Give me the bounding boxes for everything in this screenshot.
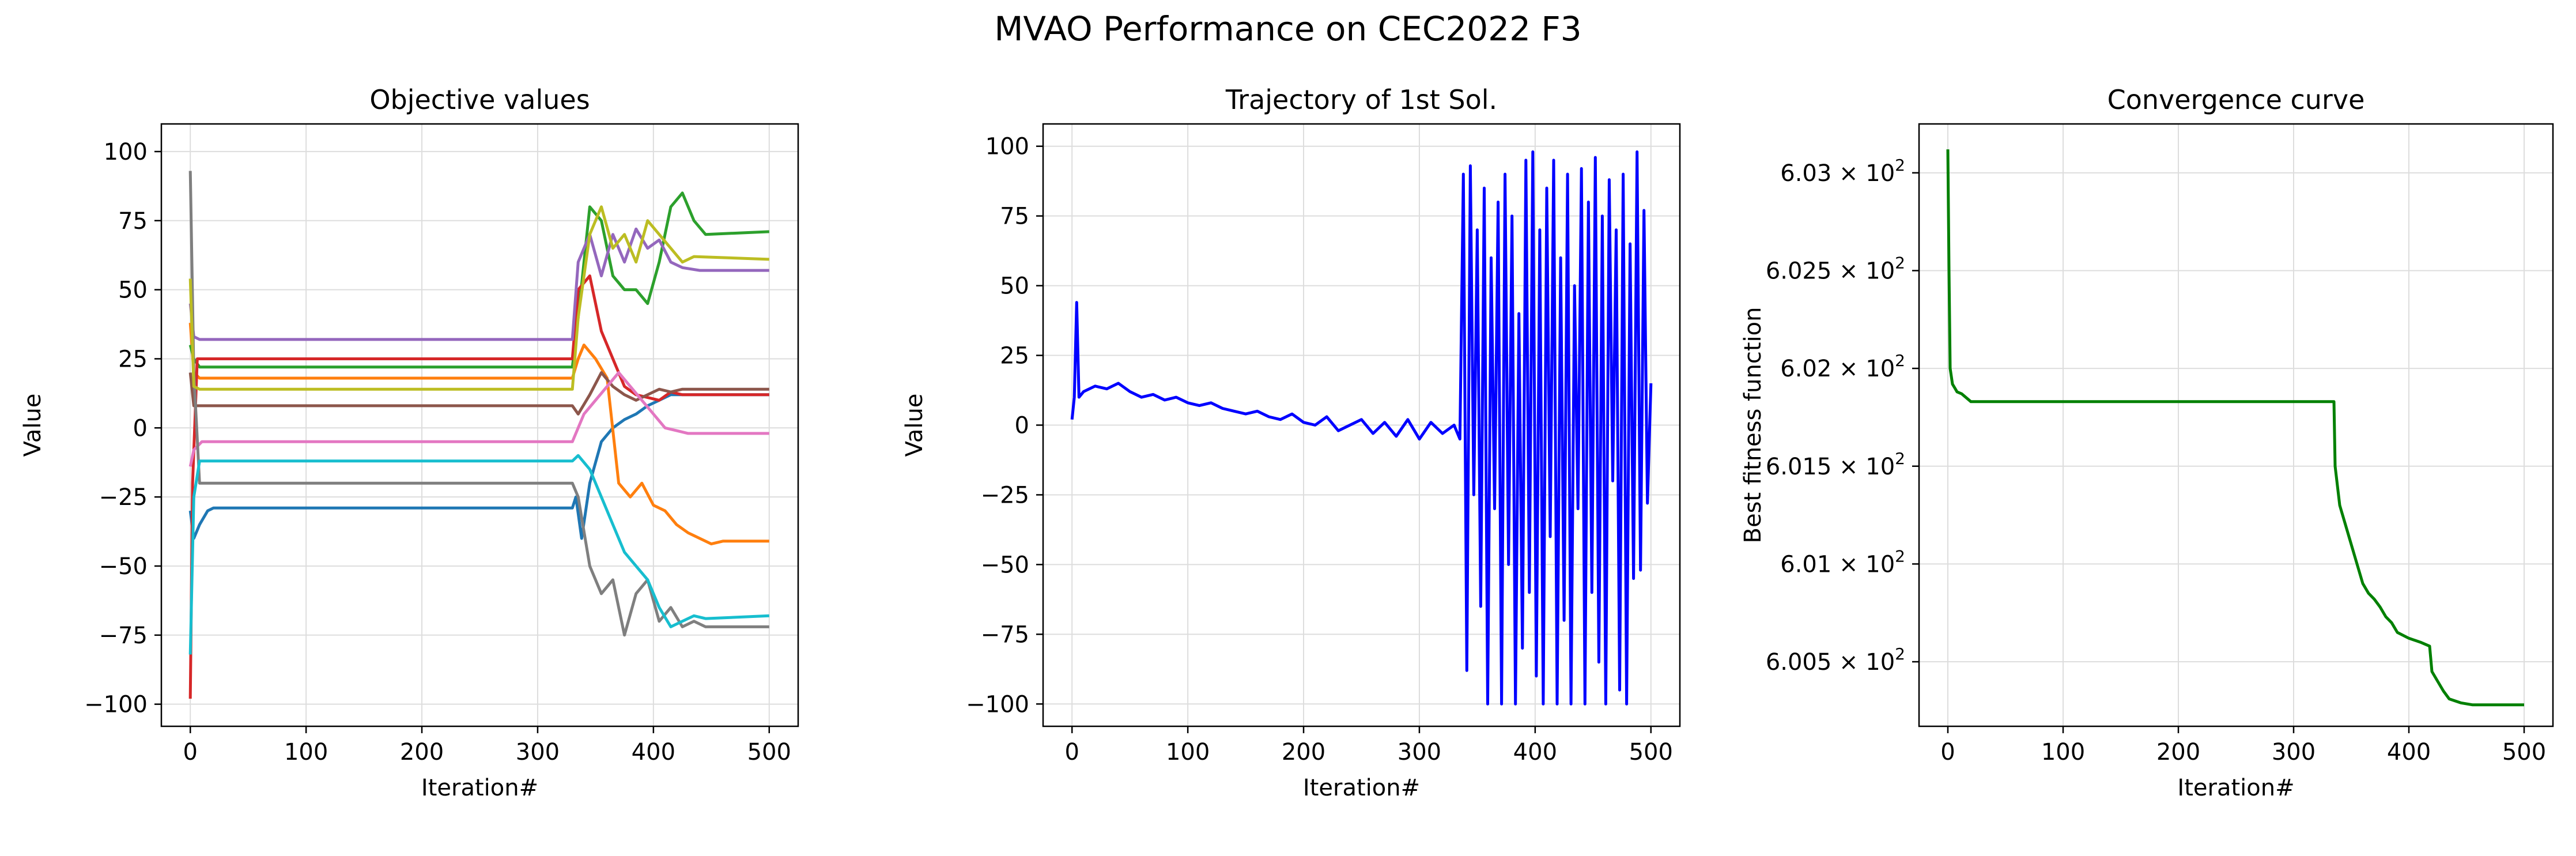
series-line-1 (1946, 149, 2524, 707)
x-axis-label: Iteration# (421, 775, 538, 801)
x-tick-label: 200 (1282, 739, 1325, 766)
y-tick-label: 0 (133, 415, 148, 442)
axes-frame (1918, 123, 2554, 727)
y-tick-label: 75 (1000, 203, 1029, 230)
y-tick-label: 100 (985, 134, 1029, 160)
x-tick-label: 100 (284, 739, 328, 766)
y-tick-label: 6.02 × 102 (1780, 351, 1905, 382)
chart-2: 0 100 200 300 400 500 −100 −75 −50 −25 0 25 50 75 100 T… (901, 84, 1681, 801)
y-tick-label: 6.015 × 102 (1766, 449, 1905, 480)
x-tick-label: 0 (183, 739, 198, 766)
y-tick-label: 0 (1015, 413, 1029, 439)
series-line-9 (188, 205, 769, 391)
chart-1: 0 100 200 300 400 500 −100 −75 −50 −25 0 25 50 75 100 O… (20, 84, 799, 801)
y-tick-label: 6.03 × 102 (1780, 156, 1905, 187)
x-tick-label: 400 (2387, 739, 2431, 766)
y-tick-label: −25 (981, 482, 1029, 508)
y-tick-label: −100 (84, 692, 148, 718)
series-line-1 (1070, 150, 1653, 706)
x-axis-label: Iteration# (1303, 775, 1420, 801)
y-tick-label: 6.005 × 102 (1766, 644, 1905, 676)
x-tick-label: 500 (2502, 739, 2546, 766)
y-axis-label: Value (901, 394, 928, 457)
series-line-10 (188, 454, 769, 655)
y-tick-label: 6.01 × 102 (1780, 546, 1905, 578)
chart-title: Objective values (369, 84, 590, 115)
x-tick-label: 400 (1513, 739, 1557, 766)
y-tick-label: −75 (99, 623, 148, 649)
y-tick-label: 50 (118, 277, 148, 304)
series-line-1 (188, 393, 769, 540)
y-tick-label: −50 (981, 552, 1029, 578)
y-tick-label: −75 (981, 621, 1029, 648)
series-line-5 (188, 227, 769, 341)
y-tick-label: −25 (99, 484, 148, 511)
chart-3: 0 100 200 300 400 500 6.005 × 102 6.01 × 102 6.0… (1740, 84, 2554, 801)
plots-container: 0 100 200 300 400 500−100−75−50−250255075100O… (20, 84, 2554, 801)
y-tick-label: 75 (118, 208, 148, 235)
x-tick-label: 0 (1940, 739, 1955, 766)
axes-frame (160, 123, 799, 727)
y-tick-label: 25 (118, 346, 148, 372)
x-tick-label: 0 (1065, 739, 1079, 766)
y-tick-label: 6.025 × 102 (1766, 253, 1905, 284)
x-tick-label: 300 (1397, 739, 1441, 766)
x-tick-label: 300 (2272, 739, 2316, 766)
y-tick-label: 50 (1000, 273, 1029, 300)
x-axis-label: Iteration# (2177, 775, 2294, 801)
series-line-6 (188, 371, 769, 416)
y-tick-label: 100 (104, 139, 148, 165)
y-axis-label: Best fitness function (1740, 307, 1766, 544)
x-tick-label: 200 (2156, 739, 2200, 766)
series-line-8 (188, 171, 769, 637)
series-line-7 (188, 371, 769, 467)
figure-suptitle: MVAO Performance on CEC2022 F3 (994, 9, 1581, 48)
x-tick-label: 300 (516, 739, 560, 766)
x-tick-label: 500 (1629, 739, 1673, 766)
x-tick-label: 500 (747, 739, 791, 766)
y-tick-label: −100 (966, 691, 1029, 718)
y-tick-label: 25 (1000, 343, 1029, 369)
series-line-3 (188, 191, 769, 369)
x-tick-label: 200 (400, 739, 444, 766)
y-tick-label: −50 (99, 553, 148, 580)
chart-title: Convergence curve (2107, 84, 2365, 115)
x-tick-label: 400 (632, 739, 675, 766)
x-tick-label: 100 (2041, 739, 2085, 766)
chart-title: Trajectory of 1st Sol. (1225, 84, 1497, 115)
series-line-4 (188, 274, 769, 699)
x-tick-label: 100 (1166, 739, 1210, 766)
y-axis-label: Value (20, 394, 46, 457)
